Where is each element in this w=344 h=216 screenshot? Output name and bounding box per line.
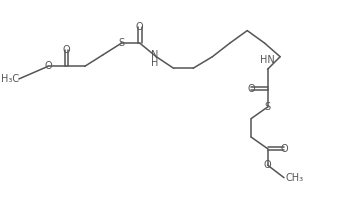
- Text: N: N: [151, 50, 158, 60]
- Text: O: O: [63, 45, 70, 55]
- Text: H: H: [151, 57, 158, 68]
- Text: O: O: [280, 144, 288, 154]
- Text: H₃C: H₃C: [1, 74, 19, 84]
- Text: O: O: [44, 61, 52, 71]
- Text: S: S: [118, 38, 125, 48]
- Text: CH₃: CH₃: [286, 173, 304, 183]
- Text: O: O: [247, 84, 255, 94]
- Text: HN: HN: [260, 56, 275, 65]
- Text: S: S: [265, 102, 271, 112]
- Text: O: O: [136, 22, 144, 32]
- Text: O: O: [264, 160, 271, 170]
